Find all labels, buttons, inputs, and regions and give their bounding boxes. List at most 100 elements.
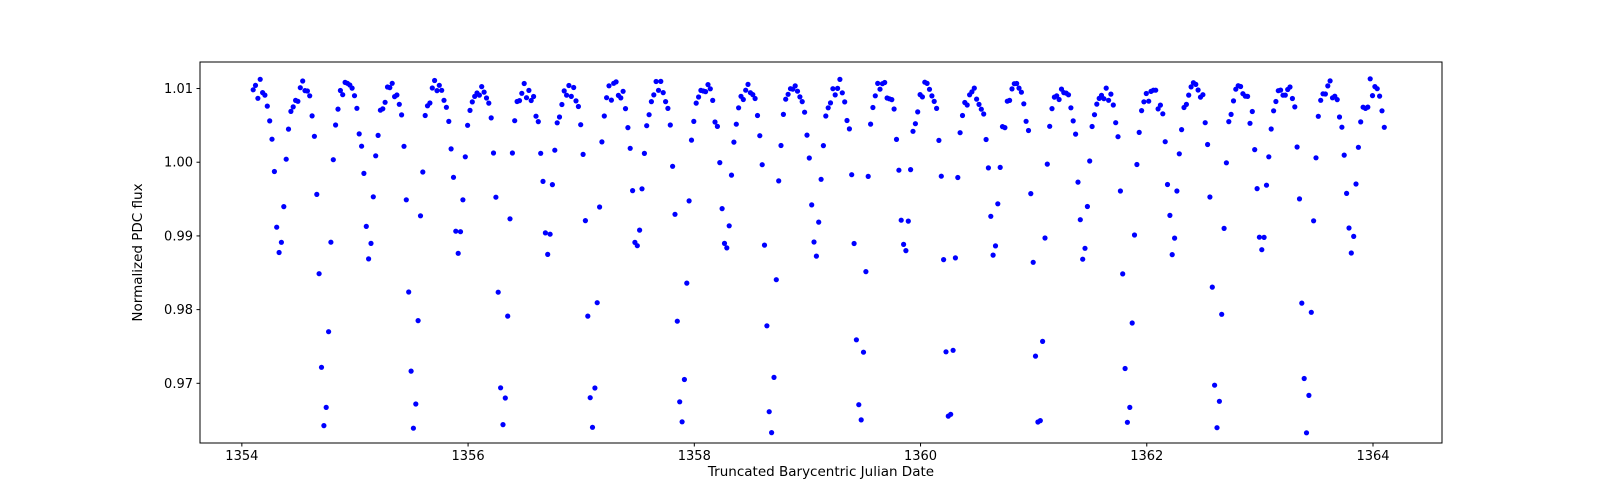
data-point [328,239,334,245]
data-point [721,240,728,246]
data-point [846,126,853,132]
data-point [639,186,645,192]
data-point [1087,158,1093,164]
data-point [1202,120,1208,126]
data-point [1268,126,1274,132]
data-point [1223,160,1229,166]
data-point [1146,98,1152,104]
y-tick-label: 1.00 [164,156,193,171]
data-point [1025,127,1032,134]
data-point [990,252,996,258]
data-point [1209,284,1215,290]
data-point [813,253,820,259]
data-point [408,368,414,374]
data-point [304,88,310,94]
data-point [1023,118,1029,124]
data-point [571,84,577,91]
data-point [1266,154,1272,160]
data-point [561,88,567,94]
data-point [1311,218,1317,224]
data-point [1344,190,1350,196]
data-point [1336,114,1343,120]
data-point [658,78,664,84]
data-point [679,419,685,425]
data-point [832,92,838,98]
data-point [1117,188,1123,194]
data-point [976,101,982,107]
data-point [1238,83,1244,90]
data-point [580,151,586,157]
data-point [1018,89,1024,95]
data-point [1032,353,1039,359]
data-point [926,86,933,92]
data-point [613,79,619,85]
data-point [1089,123,1095,130]
data-point [988,213,994,219]
data-point [839,90,845,96]
data-point [311,133,317,139]
data-point [827,100,834,106]
data-point [1216,398,1222,404]
data-point [1016,85,1022,91]
data-point [340,92,346,98]
data-point [316,271,322,277]
data-point [575,103,582,110]
data-point [439,87,445,93]
data-point [674,318,680,324]
data-point [877,86,883,92]
data-point [677,399,683,405]
data-point [599,139,605,145]
data-point [427,100,433,106]
data-point [1179,127,1185,133]
data-point [849,172,855,178]
data-point [1042,235,1048,241]
data-point [1273,98,1279,105]
data-point [804,132,810,138]
data-point [267,118,273,124]
x-tick-label: 1354 [225,449,258,464]
data-point [1219,311,1225,317]
data-point [370,194,376,200]
data-point [740,96,746,103]
data-point [1374,86,1380,92]
data-point [889,97,895,103]
data-point [1124,419,1130,425]
data-point [950,347,956,353]
x-tick-label: 1362 [1130,449,1163,464]
data-point [547,231,553,237]
x-axis-ticks: 1354 1356 1358 1360 1362 1364 [225,443,1390,464]
data-point [271,168,277,175]
data-point [1056,96,1062,103]
y-tick-label: 1.01 [164,82,193,97]
data-point [651,92,657,98]
data-point [974,96,980,102]
data-point [307,93,313,99]
data-point [401,143,407,149]
data-point [903,248,909,254]
data-point [919,94,926,100]
data-point [728,172,735,178]
data-point [349,85,355,91]
data-point [552,147,558,153]
data-point [415,318,421,324]
data-point [872,93,878,99]
data-point [1278,87,1284,93]
data-point [825,105,831,111]
data-point [1193,81,1199,87]
data-point [736,105,742,111]
data-point [776,178,782,184]
data-point [1381,124,1387,130]
data-point [1367,76,1373,82]
data-point [757,133,763,139]
data-point [1040,338,1046,344]
data-point [714,123,721,129]
x-tick-label: 1356 [452,449,485,464]
data-point [773,277,779,283]
data-point [693,100,699,106]
data-point [717,160,723,166]
data-point [875,80,881,86]
data-point [1108,91,1114,97]
data-point [554,120,560,126]
data-point [443,104,449,110]
